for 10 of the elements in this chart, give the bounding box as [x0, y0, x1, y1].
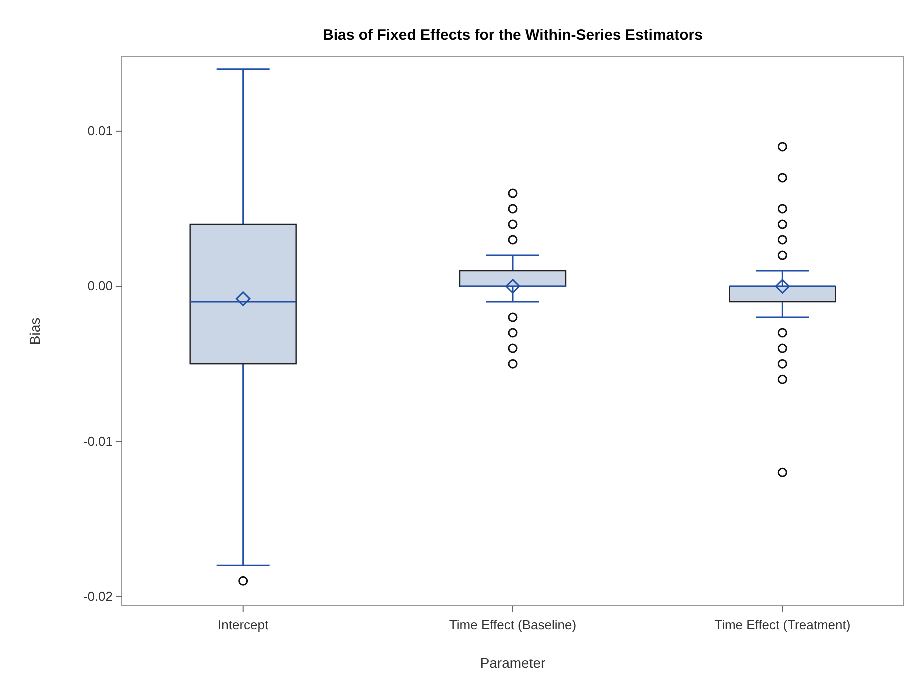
chart-title: Bias of Fixed Effects for the Within-Series Estimators: [323, 27, 703, 44]
x-tick-label: Time Effect (Treatment): [714, 617, 851, 632]
y-tick-label: -0.01: [83, 434, 113, 449]
x-tick-label: Time Effect (Baseline): [449, 617, 577, 632]
y-tick-label: 0.00: [88, 278, 113, 294]
y-axis-title: Bias: [27, 318, 43, 346]
y-tick-label: -0.02: [83, 588, 113, 604]
x-axis-title: Parameter: [480, 655, 546, 671]
y-tick-label: 0.01: [88, 124, 113, 139]
x-tick-label: Intercept: [218, 617, 270, 632]
